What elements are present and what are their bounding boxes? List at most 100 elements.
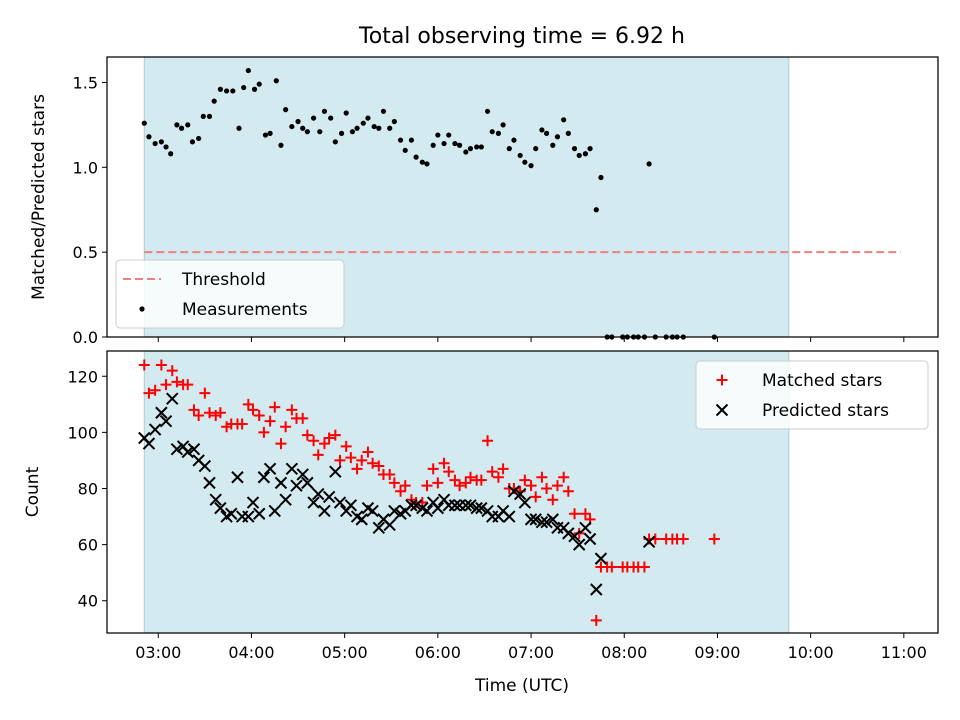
predicted-star-point (322, 490, 336, 504)
matched-star-point (551, 480, 563, 492)
predicted-star-point (366, 504, 379, 518)
predicted-star-point (388, 504, 401, 518)
predicted-star-point (409, 499, 423, 512)
legend-label: Threshold (181, 270, 266, 290)
matched-star-point (475, 474, 487, 486)
matched-star-point (199, 387, 211, 399)
matched-star-point (547, 494, 559, 506)
matched-star-point (519, 474, 531, 486)
measurement-point (349, 129, 356, 135)
legend-label: Matched stars (762, 371, 882, 391)
measurement-point (435, 132, 441, 138)
measurement-point (598, 174, 604, 181)
matched-star-point (708, 533, 720, 545)
predicted-star-point (285, 462, 299, 476)
measurement-point (217, 86, 223, 92)
matched-star-point (149, 384, 161, 396)
predicted-star-point (246, 496, 260, 509)
x-tick-label: 07:00 (508, 643, 554, 662)
measurement-point (200, 113, 206, 119)
predicted-star-point (155, 406, 168, 419)
matched-star-point (269, 401, 281, 413)
legend-label: Predicted stars (762, 401, 889, 421)
ratio-axis-ticks: 0.0 0.5 1.0 1.5 (73, 73, 905, 347)
matched-star-point (193, 410, 205, 422)
measurement-point (528, 163, 534, 169)
predicted-star-point (518, 496, 532, 509)
ratio-y-axis-label: Matched/Predicted stars (29, 94, 49, 300)
measurement-point (343, 110, 349, 116)
measurement-point (262, 132, 269, 138)
measurement-point (506, 146, 512, 152)
measurement-point (387, 125, 393, 131)
measurement-point (141, 120, 147, 126)
count-legend: Matched stars Predicted stars (695, 360, 929, 430)
measurement-point (354, 125, 360, 131)
matched-star-point (497, 463, 509, 475)
matched-star-point (188, 404, 200, 416)
measurement-point (430, 142, 436, 148)
predicted-stars-series (138, 392, 656, 596)
measurement-point (206, 113, 213, 119)
measurement-point (256, 81, 262, 87)
predicted-star-point (307, 496, 320, 509)
measurement-point (543, 130, 550, 136)
matched-star-point (486, 466, 498, 478)
y-tick-label: 1.5 (73, 73, 98, 92)
measurement-point (441, 140, 447, 147)
measurement-point (273, 78, 279, 84)
predicted-star-point (344, 499, 358, 512)
matched-star-point (492, 471, 504, 483)
measurement-point (413, 154, 419, 160)
predicted-star-point (203, 476, 216, 490)
measurement-point (402, 147, 408, 153)
predicted-star-point (181, 445, 194, 459)
matched-star-point (579, 508, 591, 520)
measurement-point (211, 98, 217, 104)
measurement-point (511, 137, 517, 143)
measurement-point (489, 129, 495, 135)
predicted-star-point (524, 513, 538, 526)
x-tick-label: 10:00 (788, 643, 834, 662)
matched-star-point (421, 480, 433, 492)
predicted-star-point (142, 437, 156, 450)
predicted-star-point (431, 501, 445, 515)
predicted-star-point (503, 510, 516, 523)
matched-star-point (247, 404, 259, 416)
matched-star-point (204, 407, 216, 419)
matched-star-point (297, 412, 309, 424)
measurement-point (500, 122, 506, 128)
matched-star-point (301, 429, 313, 441)
predicted-star-point (448, 499, 462, 512)
predicted-star-point (405, 499, 418, 512)
matched-star-point (536, 471, 548, 483)
predicted-star-point (383, 518, 396, 532)
predicted-star-point (583, 532, 597, 546)
predicted-star-point (475, 501, 488, 515)
matched-star-point (482, 435, 494, 447)
measurement-point (224, 88, 230, 94)
legend-box (115, 259, 345, 329)
predicted-star-point (590, 583, 603, 596)
legend-box (695, 360, 929, 430)
measurement-point (338, 130, 345, 136)
matched-star-point (367, 457, 379, 469)
legend-matched-swatch (716, 374, 728, 386)
x-tick-label: 08:00 (601, 643, 647, 662)
x-tick-label: 05:00 (322, 643, 368, 662)
predicted-star-point (420, 504, 434, 518)
predicted-star-point (579, 521, 592, 534)
matched-star-point (677, 533, 689, 545)
predicted-star-point (535, 515, 549, 529)
y-tick-label: 100 (67, 423, 98, 442)
matched-star-point (182, 379, 194, 391)
predicted-star-point (170, 443, 184, 456)
measurement-point (278, 142, 284, 148)
matched-star-point (351, 463, 363, 475)
predicted-star-point (594, 552, 608, 565)
measurement-point (478, 144, 484, 150)
measurement-point (328, 115, 334, 121)
matched-star-point (138, 359, 150, 371)
predicted-star-point (296, 468, 309, 481)
matched-star-point (638, 561, 650, 573)
